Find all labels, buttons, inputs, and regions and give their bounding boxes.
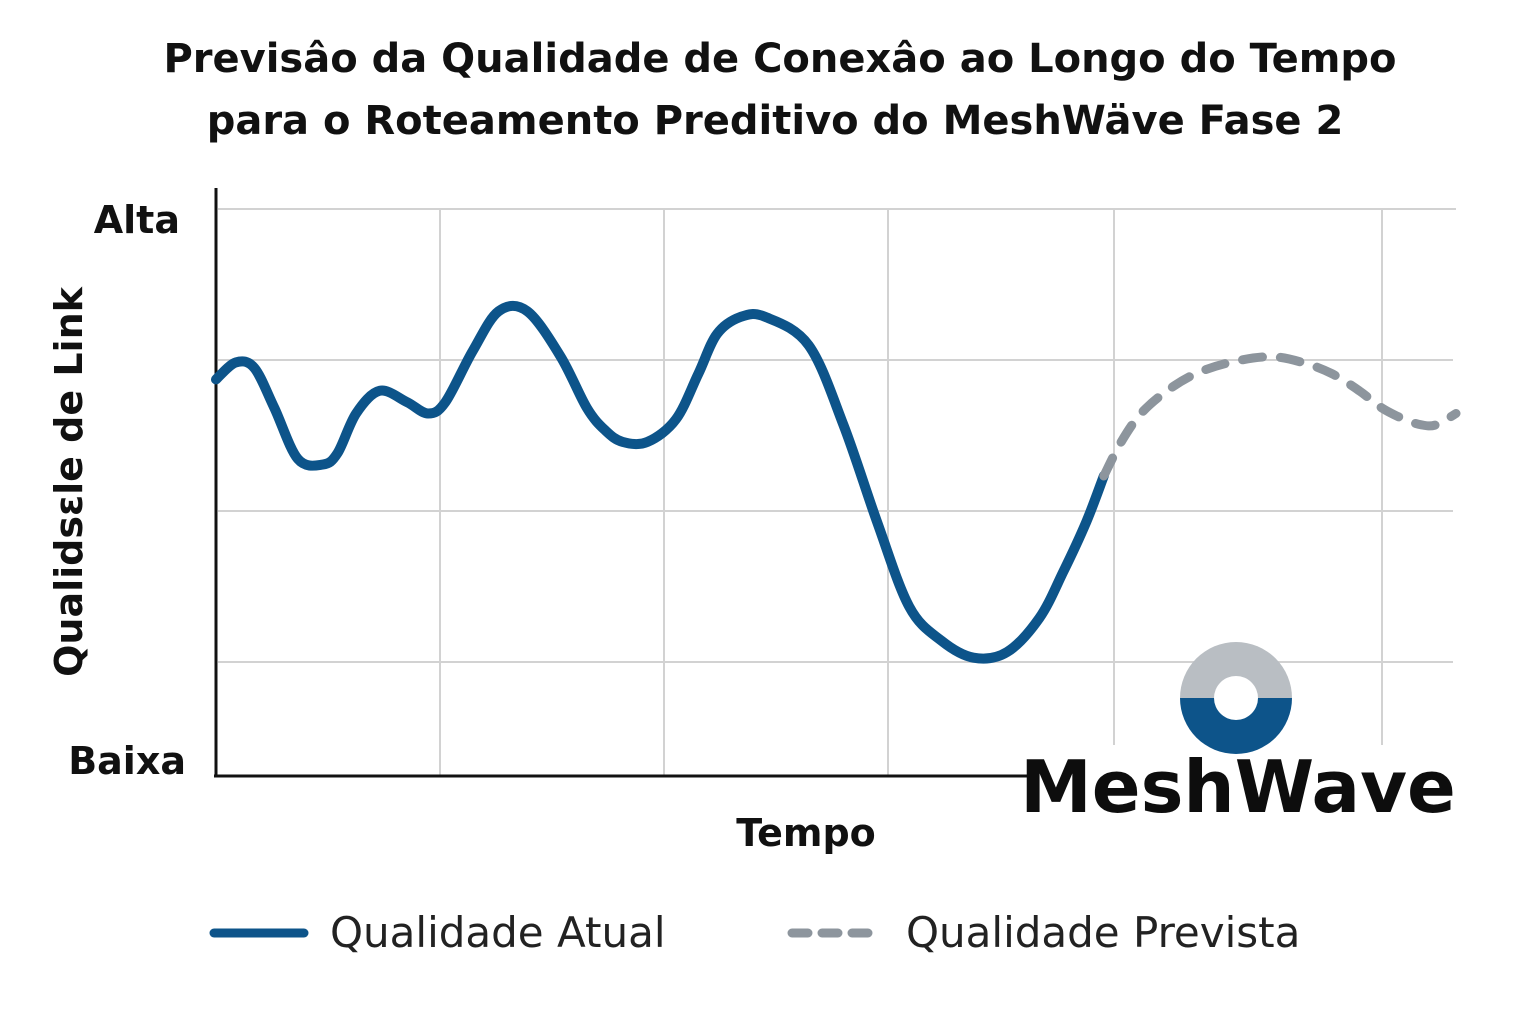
series-line-actual xyxy=(211,300,1109,664)
gridlines xyxy=(218,208,1456,777)
y-tick-label-low: Baixa xyxy=(68,739,186,783)
y-axis-label: Qualidsɛle de Link xyxy=(47,286,91,677)
legend-label-actual: Qualidade Atual xyxy=(330,908,666,957)
logo-wordmark: MeshWave xyxy=(1020,745,1456,829)
series-layer xyxy=(211,300,1461,664)
logo-bottom-half xyxy=(1180,698,1292,754)
legend-label-predicted: Qualidade Prevista xyxy=(906,908,1300,957)
chart-title-line-2: para o Roteamento Preditivo do MeshWäve … xyxy=(207,98,1344,144)
y-tick-label-high: Alta xyxy=(94,198,180,242)
logo-top-half xyxy=(1180,642,1292,698)
chart-title-line-1: Previsâo da Qualidade de Conexâo ao Long… xyxy=(163,36,1396,82)
series-line-predicted xyxy=(1099,352,1461,481)
logo-center-hole xyxy=(1214,676,1258,720)
legend: Qualidade Atual Qualidade Prevista xyxy=(209,908,1300,957)
meshwave-logo: MeshWave xyxy=(1020,642,1456,829)
x-axis-label: Tempo xyxy=(736,811,876,855)
